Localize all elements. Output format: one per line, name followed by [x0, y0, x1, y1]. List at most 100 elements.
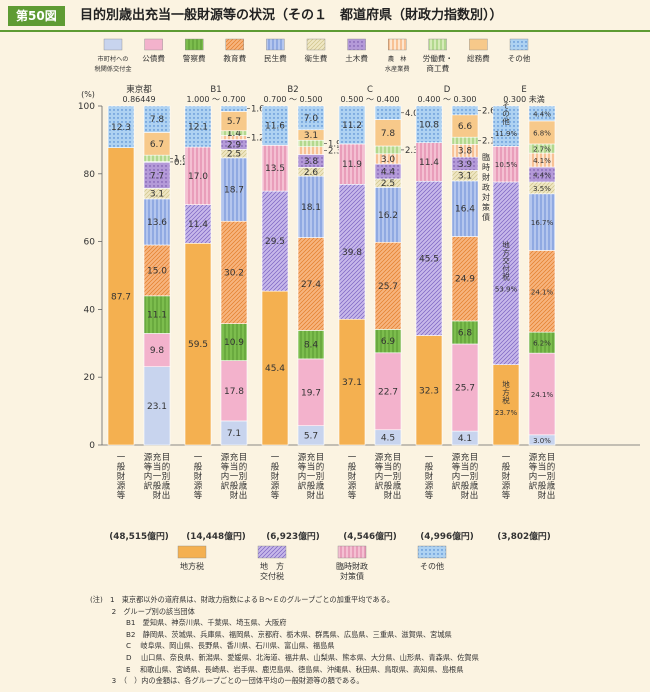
- group-range: 0.86449: [122, 95, 155, 104]
- column-label: 充: [461, 452, 470, 463]
- column-label: 的: [547, 462, 556, 473]
- column-label: 充: [384, 452, 393, 463]
- side-note-label: 対: [482, 192, 490, 202]
- segment-value-label: 12.3: [111, 123, 131, 133]
- breakdown-oth-bar: [220, 105, 248, 112]
- source-hoka-bar: [184, 105, 212, 148]
- legend-label: 臨時財政: [336, 561, 368, 571]
- source-kofu-bar: [338, 184, 366, 320]
- group-total-label: (48,515億円): [109, 530, 169, 542]
- legend-swatch: [177, 545, 207, 559]
- legend-item-kyo: 教育費: [223, 38, 247, 63]
- legend-label: 商工費: [426, 63, 449, 73]
- segment-value-label: 17.8: [224, 387, 244, 397]
- breakdown-kou-bar: [528, 352, 556, 436]
- legend-label: 地 方: [260, 561, 284, 571]
- column-label: 等: [298, 462, 307, 473]
- legend-swatch: [417, 545, 447, 559]
- legend-label: 衛生費: [305, 53, 328, 63]
- segment-value-label: 53.9%: [495, 285, 518, 293]
- segment-value-label: 25.7: [455, 384, 475, 394]
- segment-inner-label: 他: [502, 116, 510, 126]
- segment-value-label: 3.1: [150, 190, 164, 200]
- segment-value-label: 45.4: [265, 364, 285, 374]
- column-label: 源: [298, 453, 307, 463]
- y-tick-label: 80: [84, 170, 96, 180]
- legend-label: 教育費: [223, 53, 246, 63]
- segment-value-label: 6.9: [381, 337, 396, 347]
- legend-swatch: [257, 545, 287, 559]
- legend-label: 公債費: [142, 53, 165, 63]
- breakdown-oth-bar: [451, 105, 479, 116]
- segment-value-label: 24.1%: [531, 391, 554, 399]
- column-label: 訳: [529, 481, 538, 492]
- side-note-label: 債: [482, 212, 490, 222]
- segment-value-label: 1.9: [328, 139, 342, 149]
- column-label: 一: [117, 453, 126, 463]
- column-label: 一: [538, 472, 547, 482]
- column-label: 般: [384, 481, 393, 492]
- segment-value-label: 6.7: [150, 140, 164, 150]
- column-label: 充: [538, 452, 547, 463]
- column-label: 当: [307, 462, 316, 473]
- legend-label: 対策債: [340, 571, 364, 581]
- segment-value-label: 1.6: [251, 105, 265, 115]
- segment-value-label: 27.4: [301, 280, 321, 290]
- segment-value-label: 17.0: [188, 172, 208, 182]
- column-label: 般: [153, 481, 162, 492]
- segment-value-label: 12.1: [188, 123, 208, 133]
- segment-value-label: 2.7%: [533, 146, 551, 154]
- side-note-label: 財: [482, 172, 490, 182]
- column-label: 源: [348, 482, 357, 492]
- segment-value-label: 24.9: [455, 275, 475, 285]
- legend-item-kou: 公債費: [142, 38, 165, 63]
- column-label: 財: [194, 471, 203, 482]
- breakdown-kyo-bar: [451, 236, 479, 322]
- legend-label: 農 林: [388, 55, 407, 63]
- breakdown-oth-bar: [374, 105, 402, 120]
- segment-value-label: 4.1: [458, 434, 472, 444]
- column-label: 等: [425, 490, 434, 501]
- segment-value-label: 22.7: [378, 387, 398, 397]
- segment-value-label: 1.2: [251, 134, 265, 144]
- column-label: 一: [461, 472, 470, 482]
- breakdown-min-bar: [451, 180, 479, 237]
- legend-label: 労働費・: [423, 53, 453, 63]
- segment-value-label: 18.7: [224, 186, 244, 196]
- segment-value-label: 11.1: [147, 311, 167, 321]
- breakdown-oth-bar: [528, 105, 556, 122]
- segment-inner-label: 付: [502, 263, 510, 273]
- segment-value-label: 11.2: [342, 121, 362, 131]
- y-axis: (%) 0 20 40 60 80 100: [78, 90, 640, 451]
- column-label: 出: [547, 490, 556, 501]
- column-label: 源: [271, 482, 280, 492]
- column-label: 内: [375, 471, 384, 482]
- column-label: 源: [529, 453, 538, 463]
- segment-value-label: 10.5%: [495, 161, 518, 169]
- breakdown-kyo-bar: [528, 250, 556, 333]
- footnote-line: B1 愛知県、神奈川県、千葉県、埼玉県、大阪府: [90, 618, 287, 628]
- segment-value-label: 4.4%: [533, 171, 551, 179]
- segment-value-label: 4.0: [405, 109, 419, 119]
- column-label: 般: [538, 481, 547, 492]
- legend-label: 地方税: [180, 561, 204, 571]
- column-label: 的: [470, 462, 479, 473]
- group-range: 0.700 ～ 0.500: [264, 95, 323, 104]
- column-label: 一: [271, 453, 280, 463]
- footnote-line: (注) 1 東京都以外の道府県は、財政力指数によるＢ～Ｅのグループごとの加重平均…: [90, 595, 395, 604]
- group-range: 1.000 ～ 0.700: [187, 95, 246, 104]
- legend-label: その他: [508, 53, 531, 63]
- source-chiho-bar: [184, 242, 212, 446]
- column-label: 出: [316, 490, 325, 501]
- column-label: 内: [221, 471, 230, 482]
- breakdown-kyo-bar: [143, 244, 171, 297]
- column-label: 等: [452, 462, 461, 473]
- legend-swatch: [509, 38, 529, 51]
- column-label: 歳: [547, 481, 556, 492]
- column-label: 充: [307, 452, 316, 463]
- footnote-line: B2 静岡県、茨城県、兵庫県、福岡県、京都府、栃木県、群馬県、広島県、三重県、滋…: [90, 629, 452, 639]
- column-label: 内: [298, 471, 307, 482]
- segment-value-label: 6.2%: [533, 340, 551, 348]
- segment-value-label: 2.5: [227, 150, 241, 160]
